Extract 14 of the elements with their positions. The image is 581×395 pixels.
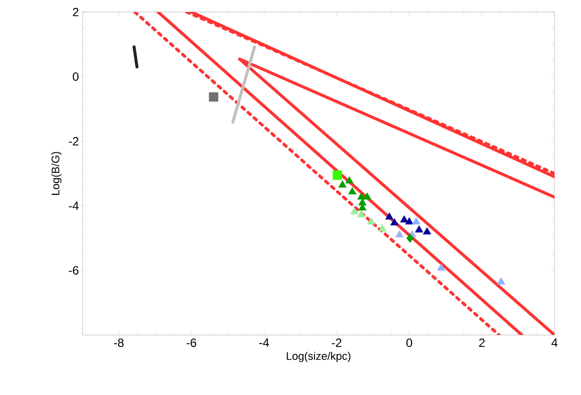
y-axis-title: Log(B/G) — [51, 152, 62, 195]
y-tick-label: -2 — [68, 137, 78, 146]
x-tick-label: -2 — [332, 338, 342, 347]
x-tick-label: -4 — [259, 338, 270, 347]
x-tick-label: 2 — [479, 338, 485, 347]
x-tick-label: 0 — [406, 338, 412, 347]
y-tick-label: -4 — [68, 202, 79, 210]
x-tick-label: -6 — [186, 338, 196, 347]
y-tick-label: 0 — [72, 72, 79, 81]
x-axis-title: Log(size/kpc) — [286, 352, 350, 362]
y-tick-label: 2 — [72, 8, 78, 16]
x-tick-label: 4 — [551, 338, 558, 347]
x-tick-label: -8 — [114, 338, 124, 347]
y-tick-label: -6 — [68, 266, 78, 275]
